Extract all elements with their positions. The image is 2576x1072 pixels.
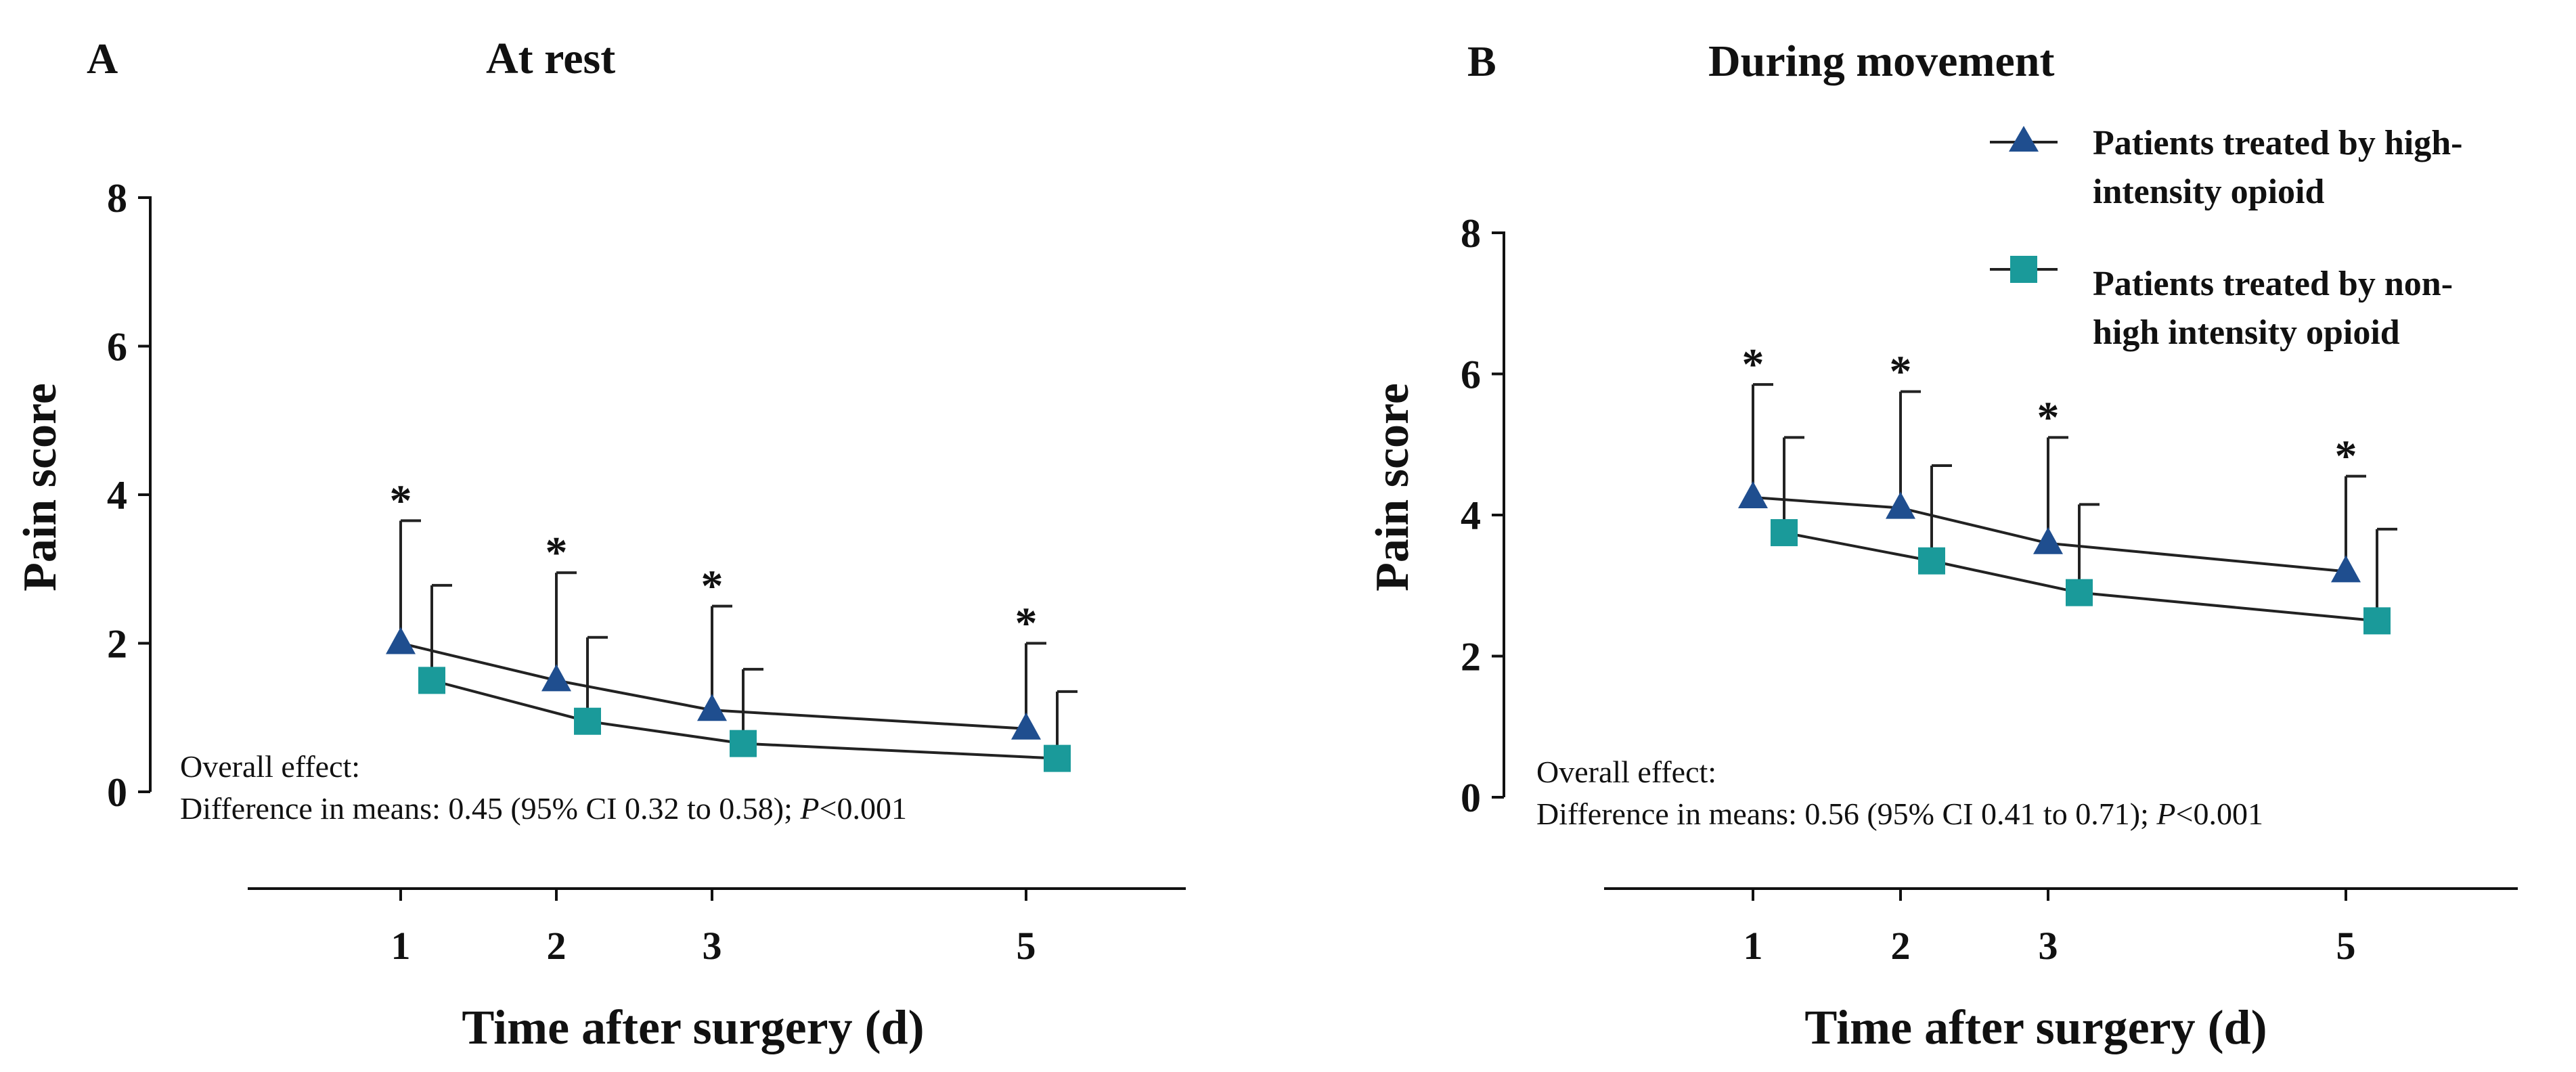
panel-a-ylabel: Pain score [14,383,66,591]
panel-b-x-tick-label: 5 [2336,924,2356,968]
panel-a-y-tick-label: 6 [107,325,127,370]
panel-b-annotation-pval: <0.001 [2176,797,2263,831]
panel-b-y-tick-label: 0 [1461,776,1481,820]
panel-a-point-high [386,627,416,654]
panel-a-x-tick-label: 2 [547,924,567,968]
panel-b-series-line-non_high [1783,531,2378,623]
panel-a-annotation-diff: Difference in means: 0.45 (95% CI 0.32 t… [180,791,800,826]
panel-b-annotation-p: P [2156,797,2175,831]
legend-label-high-line2: intensity opioid [2093,173,2324,211]
panel-b-significance-star: * [2335,432,2357,481]
panel-b-annotation-line2: Difference in means: 0.56 (95% CI 0.41 t… [1536,797,2263,831]
panel-a-annotation-p: P [799,791,819,826]
panel-b-point-non-high [1771,519,1798,547]
panel-b-point-high [1886,491,1915,519]
panel-b-point-non-high [2363,607,2391,635]
panel-b-significance-star: * [1890,347,1912,397]
panel-a-point-high [697,694,727,721]
panel-b-y-tick-label: 4 [1461,493,1481,538]
panel-a-letter: A [87,35,118,83]
panel-a-y-tick-label: 0 [107,770,127,815]
panel-a-annotation-line2: Difference in means: 0.45 (95% CI 0.32 t… [180,791,907,826]
panel-b-point-high [2331,555,2361,583]
panel-b-title: During movement [1708,37,2054,86]
legend-label-high-line1: Patients treated by high- [2093,124,2462,162]
panel-b-significance-star: * [2037,393,2060,442]
legend-marker-triangle [2009,126,2039,152]
panel-a-xlabel: Time after surgery (d) [462,1000,924,1054]
panel-b-plot: 0 2 4 6 8 1 2 3 5 * * * * [1461,211,2518,968]
panel-a-significance-star: * [546,528,568,577]
panel-b-ylabel: Pain score [1367,383,1419,591]
panel-a-significance-star: * [701,562,724,611]
panel-b-annotation-line1: Overall effect: [1536,755,1716,789]
panel-b-point-high [2033,527,2063,554]
panel-b-y-tick-label: 8 [1461,211,1481,256]
panel-b-significance-star: * [1742,340,1764,389]
legend: Patients treated by high- intensity opio… [1990,124,2462,352]
panel-a-y-tick-label: 2 [107,622,127,667]
panel-a-point-high [1011,712,1041,740]
panel-b-point-non-high [2066,579,2093,606]
panel-b-annotation-diff: Difference in means: 0.56 (95% CI 0.41 t… [1536,797,2156,831]
panel-b-y-tick-label: 6 [1461,353,1481,397]
panel-b-letter: B [1467,37,1496,85]
panel-b-xlabel: Time after surgery (d) [1804,1000,2267,1054]
legend-label-non-high-line1: Patients treated by non- [2093,265,2453,303]
panel-a-significance-star: * [1015,599,1038,648]
panel-b-point-high [1738,481,1768,508]
panel-a-y-tick-label: 4 [107,473,127,518]
panel-a-point-non-high [574,707,601,735]
panel-a-point-non-high [730,730,757,757]
panel-a-series-line-high [400,642,1027,730]
panel-a-series-line-non_high [431,679,1058,760]
legend-marker-square [2010,256,2037,283]
panel-b-point-non-high [1918,547,1945,575]
panel-a-point-non-high [1044,744,1071,772]
panel-a-title: At rest [486,34,615,83]
legend-label-non-high-line2: high intensity opioid [2093,313,2400,352]
panel-a-x-tick-label: 1 [391,924,411,968]
panel-b-x-tick-label: 1 [1744,924,1763,968]
panel-a-x-tick-label: 5 [1017,924,1036,968]
panel-a-annotation-pval: <0.001 [820,791,907,826]
panel-a-point-non-high [418,667,445,694]
panel-b-y-tick-label: 2 [1461,635,1481,679]
panel-a-point-high [541,664,571,692]
panel-a-annotation-line1: Overall effect: [180,749,360,784]
panel-b-x-tick-label: 3 [2039,924,2058,968]
panel-a-significance-star: * [390,476,412,525]
panel-a-x-tick-label: 3 [703,924,722,968]
panel-b-series-line-high [1752,495,2347,573]
panel-a-plot: 0 2 4 6 8 1 2 3 5 * * * * [107,176,1186,968]
panel-b-x-tick-label: 2 [1891,924,1911,968]
panel-a-y-tick-label: 8 [107,176,127,221]
